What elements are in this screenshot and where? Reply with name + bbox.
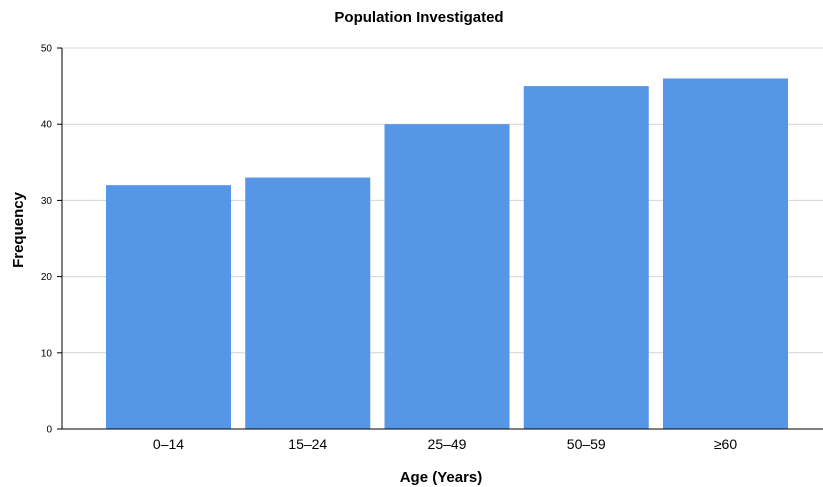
x-tick-label: 25–49	[428, 436, 467, 452]
chart-title: Population Investigated	[334, 9, 503, 26]
x-tick-label: 50–59	[567, 436, 606, 452]
y-tick-labels: 0 10 20 30 40 50	[41, 44, 62, 436]
y-tick-label: 50	[41, 44, 53, 55]
x-tick-labels: 0–14 15–24 25–49 50–59 ≥60	[153, 436, 737, 452]
y-tick-label: 0	[46, 425, 52, 436]
bars	[106, 78, 788, 429]
bar	[106, 185, 231, 429]
y-tick-label: 10	[41, 348, 53, 359]
bar	[523, 86, 649, 429]
x-tick-label: 15–24	[288, 436, 327, 452]
y-tick-label: 30	[41, 196, 53, 207]
axes	[61, 48, 823, 430]
x-tick-label: ≥60	[714, 436, 737, 452]
bar	[663, 78, 788, 429]
bar	[384, 124, 510, 429]
x-axis-label: Age (Years)	[400, 469, 483, 486]
x-tick-label: 0–14	[153, 436, 184, 452]
y-tick-label: 40	[41, 120, 53, 131]
y-tick-label: 20	[41, 272, 53, 283]
y-axis-label: Frequency	[10, 191, 27, 268]
bar	[245, 177, 371, 429]
